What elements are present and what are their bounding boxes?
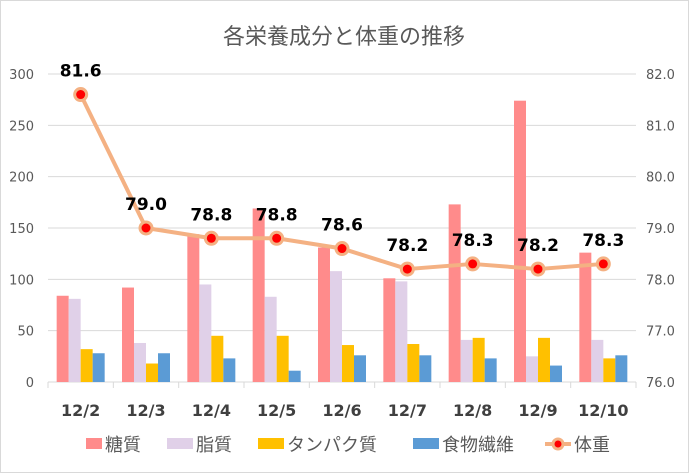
bar-糖質: [579, 252, 592, 382]
y-right-tick-label: 78.0: [646, 273, 675, 288]
bar-タンパク質: [407, 344, 420, 382]
line-marker: [337, 244, 347, 254]
x-tick-label: 12/3: [126, 401, 165, 420]
y-left-tick-label: 0: [26, 376, 34, 391]
data-label: 78.8: [256, 205, 298, 225]
y-left-tick-label: 150: [9, 222, 34, 237]
line-marker: [206, 233, 216, 243]
y-right-tick-label: 76.0: [646, 376, 675, 391]
line-marker: [533, 264, 543, 274]
data-label: 78.2: [517, 236, 559, 256]
data-label: 78.3: [582, 231, 624, 251]
bar-食物繊維: [354, 355, 366, 382]
y-left-tick-label: 200: [9, 171, 34, 186]
legend-marker: [554, 440, 562, 448]
y-right-tick-label: 80.0: [646, 171, 675, 186]
x-tick-label: 12/9: [518, 401, 557, 420]
data-label: 78.6: [321, 216, 363, 236]
y-left-tick-label: 50: [17, 325, 34, 340]
bar-脂質: [330, 271, 342, 382]
x-tick-label: 12/5: [257, 401, 296, 420]
legend-label: 糖質: [105, 435, 141, 456]
bar-タンパク質: [146, 363, 158, 382]
bar-タンパク質: [342, 345, 354, 382]
bar-食物繊維: [615, 355, 628, 382]
legend-swatch-糖質: [86, 438, 102, 449]
bar-糖質: [252, 208, 265, 382]
legend-swatch-タンパク質: [258, 438, 284, 449]
bar-糖質: [318, 247, 330, 382]
line-marker: [141, 223, 151, 233]
data-label: 79.0: [125, 195, 167, 215]
line-marker: [76, 90, 86, 100]
bar-食物繊維: [484, 358, 497, 382]
y-left-tick-label: 300: [9, 68, 34, 83]
data-label: 78.2: [386, 236, 428, 256]
bar-食物繊維: [288, 370, 301, 382]
legend-label: タンパク質: [287, 435, 377, 456]
data-label: 81.6: [60, 62, 102, 82]
bar-脂質: [395, 281, 408, 382]
bar-脂質: [134, 342, 146, 382]
x-tick-label: 12/7: [388, 401, 427, 420]
bar-糖質: [122, 287, 134, 382]
legend-label: 体重: [574, 435, 610, 456]
x-tick-label: 12/2: [61, 401, 100, 420]
legend-swatch-食物繊維: [413, 438, 439, 449]
legend-label: 食物繊維: [442, 435, 514, 456]
x-tick-label: 12/4: [192, 401, 231, 420]
data-label: 78.3: [452, 231, 494, 251]
bar-食物繊維: [92, 353, 105, 382]
y-right-tick-label: 81.0: [646, 119, 675, 134]
y-left-tick-label: 100: [9, 273, 34, 288]
line-marker: [468, 259, 478, 269]
bar-糖質: [56, 295, 69, 382]
legend-swatch-脂質: [167, 438, 193, 449]
y-right-tick-label: 77.0: [646, 325, 675, 340]
bar-タンパク質: [80, 349, 93, 382]
bar-食物繊維: [158, 353, 170, 382]
data-label: 78.8: [190, 205, 232, 225]
bar-食物繊維: [419, 355, 432, 382]
y-left-tick-label: 250: [9, 119, 34, 134]
bar-糖質: [187, 234, 200, 382]
bar-脂質: [68, 298, 81, 382]
bar-糖質: [514, 100, 526, 383]
bar-脂質: [460, 339, 473, 382]
bar-タンパク質: [603, 358, 616, 382]
bar-脂質: [199, 284, 212, 382]
bar-タンパク質: [276, 335, 289, 382]
bar-糖質: [383, 278, 396, 382]
bar-タンパク質: [538, 337, 550, 382]
x-tick-label: 12/8: [453, 401, 492, 420]
y-right-tick-label: 79.0: [646, 222, 675, 237]
line-marker: [402, 264, 412, 274]
bar-タンパク質: [211, 335, 224, 382]
bar-タンパク質: [472, 337, 485, 382]
bar-脂質: [264, 296, 277, 382]
bar-脂質: [526, 356, 538, 382]
bar-糖質: [448, 204, 461, 382]
bar-食物繊維: [223, 358, 236, 382]
x-tick-label: 12/6: [322, 401, 361, 420]
y-right-tick-label: 82.0: [646, 68, 675, 83]
line-marker: [272, 233, 282, 243]
line-marker: [598, 259, 608, 269]
legend-label: 脂質: [196, 435, 232, 456]
bar-脂質: [591, 339, 604, 382]
x-tick-label: 12/10: [578, 401, 628, 420]
bar-食物繊維: [550, 365, 562, 382]
chart-title: 各栄養成分と体重の推移: [223, 25, 465, 50]
